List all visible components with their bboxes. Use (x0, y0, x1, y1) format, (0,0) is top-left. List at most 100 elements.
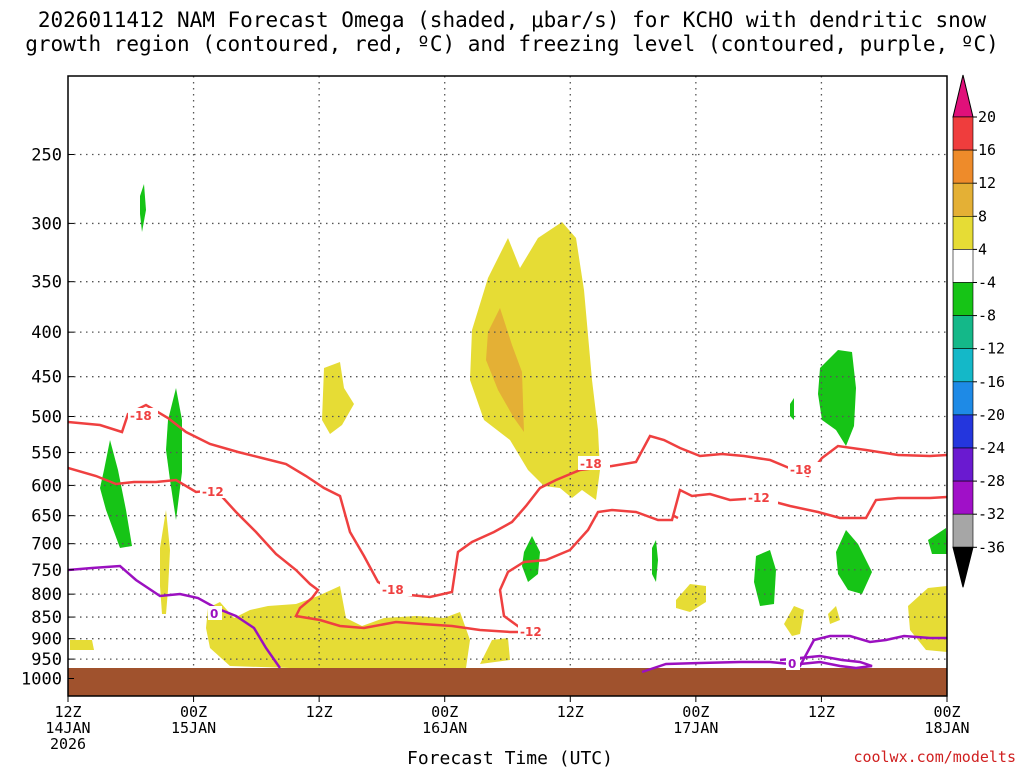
y-tick-label: 950 (31, 650, 62, 670)
contour-label: -18 (790, 463, 812, 477)
colorbar-label: -16 (978, 373, 1005, 391)
dgz-contour-m18-upper (68, 403, 947, 599)
y-tick-label: 900 (31, 630, 62, 650)
colorbar-label: -28 (978, 472, 1005, 490)
omega-negative-region (522, 536, 540, 582)
contour-label: 0 (788, 657, 796, 671)
x-tick-label: 00Z (180, 703, 207, 721)
omega-positive-core (486, 308, 524, 432)
colorbar-swatch (952, 447, 974, 482)
colorbar-label: 20 (978, 108, 996, 126)
omega-positive-region (206, 586, 470, 668)
y-tick-label: 800 (31, 585, 62, 605)
omega-shading (70, 184, 947, 668)
x-tick-label: 18JAN (924, 719, 969, 737)
omega-positive-region (480, 638, 510, 664)
contour-label: -12 (748, 491, 770, 505)
title-line-2: growth region (contoured, red, ºC) and f… (25, 32, 999, 56)
omega-positive-region (908, 586, 947, 652)
omega-positive-region (160, 510, 170, 614)
colorbar-label: -20 (978, 406, 1005, 424)
plot-frame (67, 75, 948, 697)
colorbar-label: 4 (978, 240, 987, 258)
colorbar-label: 16 (978, 141, 996, 159)
y-tick-label: 500 (31, 408, 62, 428)
contour-label: -12 (520, 625, 542, 639)
x-tick-label: 17JAN (673, 719, 718, 737)
colorbar-label: -32 (978, 505, 1005, 523)
dgz-contour-m12-lower (68, 466, 947, 634)
dgz-contour-small (673, 514, 679, 520)
colorbar-swatch (952, 381, 974, 416)
omega-positive-region (676, 584, 706, 612)
y-tick-label: 400 (31, 323, 62, 343)
colorbar-label: -24 (978, 439, 1005, 457)
y-tick-label: 750 (31, 561, 62, 581)
colorbar-min-triangle (952, 546, 974, 588)
x-tick-label: 00Z (682, 703, 709, 721)
y-tick-label: 700 (31, 535, 62, 555)
x-tick-label: 12Z (808, 703, 835, 721)
colorbar-label: 8 (978, 207, 987, 225)
contour-labels: -18 -12 -18 -18 -12 -18 -12 0 0 (128, 408, 820, 671)
y-tick-label: 350 (31, 273, 62, 293)
colorbar-swatch (952, 513, 974, 548)
contour-label: 0 (210, 607, 218, 621)
freezing-level-contour-west (68, 564, 282, 669)
omega-positive-region (784, 606, 804, 636)
y-tick-label: 250 (31, 146, 62, 166)
colorbar-label: 12 (978, 174, 996, 192)
freezing-level-contour-east-b (779, 654, 873, 670)
x-tick-label: 12Z (306, 703, 333, 721)
x-tick-label: 2026 (50, 735, 86, 753)
colorbar-swatch (952, 182, 974, 217)
contour-label: -12 (202, 485, 224, 499)
colorbar-swatch (952, 315, 974, 350)
y-tick-label: 450 (31, 368, 62, 388)
chart-title: 2026011412 NAM Forecast Omega (shaded, μ… (0, 8, 1024, 56)
colorbar-label: -8 (978, 307, 996, 325)
colorbar-swatch (952, 480, 974, 515)
y-tick-label: 650 (31, 507, 62, 527)
omega-negative-region (166, 388, 182, 520)
colorbar-swatch (952, 348, 974, 383)
x-tick-label: 16JAN (422, 719, 467, 737)
colorbar-label: -36 (978, 538, 1005, 556)
freezing-level-contours (68, 564, 947, 674)
gridlines (68, 76, 947, 696)
freezing-level-contour-east (641, 634, 947, 674)
x-tick-label: 15JAN (171, 719, 216, 737)
x-tick-label: 00Z (431, 703, 458, 721)
colorbar-swatch (952, 249, 974, 283)
y-tick-label: 300 (31, 214, 62, 234)
title-line-1: 2026011412 NAM Forecast Omega (shaded, μ… (37, 8, 987, 32)
colorbar-swatch (952, 282, 974, 316)
omega-positive-region (828, 606, 840, 624)
contour-label: -18 (130, 409, 152, 423)
y-tick-label: 1000 (21, 670, 62, 690)
omega-negative-region (100, 440, 132, 548)
omega-positive-region (70, 640, 94, 650)
x-tick-label: 14JAN (45, 719, 90, 737)
x-tick-label: 00Z (933, 703, 960, 721)
x-axis-title: Forecast Time (UTC) (407, 748, 613, 768)
colorbar-swatch (952, 216, 974, 250)
colorbar-swatch (952, 149, 974, 184)
colorbar-max-triangle (952, 74, 974, 118)
x-tick-label: 12Z (557, 703, 584, 721)
omega-negative-region (790, 398, 794, 420)
y-tick-label: 600 (31, 476, 62, 496)
contour-label: -18 (382, 583, 404, 597)
omega-positive-region (322, 362, 354, 434)
omega-negative-region (836, 530, 872, 594)
omega-positive-region (470, 222, 600, 500)
y-axis: 2503003504004505005506006507007508008509… (21, 146, 74, 690)
ground-bar (68, 668, 947, 696)
y-tick-label: 550 (31, 444, 62, 464)
omega-negative-region (928, 528, 947, 554)
y-tick-label: 850 (31, 608, 62, 628)
omega-negative-region (818, 350, 856, 446)
colorbar-swatch (952, 414, 974, 449)
omega-negative-region (754, 550, 776, 606)
